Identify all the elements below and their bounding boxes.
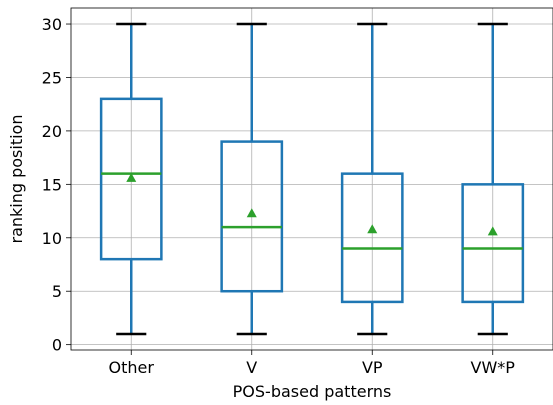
mean-marker — [367, 224, 378, 234]
y-tick-label: 15 — [42, 175, 62, 194]
box-group-v — [220, 22, 284, 336]
y-tick-label: 5 — [52, 282, 62, 301]
y-axis-label: ranking position — [7, 115, 26, 244]
iqr-box — [461, 183, 525, 304]
x-axis-ticks: Other V VP VW*P — [109, 350, 516, 377]
x-tick-label: Other — [109, 358, 155, 377]
x-axis-label: POS-based patterns — [233, 382, 392, 401]
plot-frame — [70, 7, 553, 351]
y-tick-label: 25 — [42, 68, 62, 87]
box-layer — [99, 22, 525, 336]
mean-marker — [246, 208, 257, 218]
grid-layer — [71, 8, 553, 350]
x-tick-label: VW*P — [471, 358, 516, 377]
y-tick-label: 0 — [52, 336, 62, 355]
iqr-box — [220, 140, 284, 293]
x-tick-label: V — [246, 358, 257, 377]
y-tick-label: 20 — [42, 122, 62, 141]
box-group-vw-p — [461, 22, 525, 336]
mean-marker — [126, 172, 137, 182]
box-group-vp — [340, 22, 404, 336]
iqr-box — [99, 97, 163, 261]
mean-marker — [487, 226, 498, 236]
y-tick-label: 10 — [42, 229, 62, 248]
x-tick-label: VP — [362, 358, 383, 377]
y-tick-label: 30 — [42, 15, 62, 34]
iqr-box — [340, 172, 404, 304]
box-group-other — [99, 22, 163, 336]
y-axis-ticks: 0 5 10 15 20 25 30 — [42, 15, 71, 355]
